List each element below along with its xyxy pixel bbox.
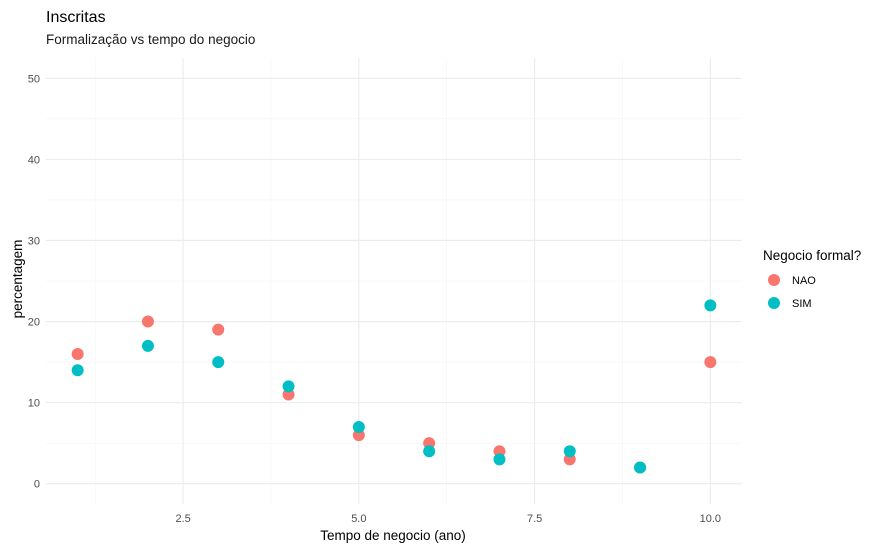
y-tick-label: 40 — [28, 154, 40, 166]
point-nao — [141, 315, 154, 328]
point-sim — [423, 445, 436, 458]
point-sim — [282, 380, 295, 393]
y-axis-title: percentagem — [10, 240, 25, 319]
point-nao — [212, 323, 225, 336]
point-sim — [141, 339, 154, 352]
chart-subtitle: Formalização vs tempo do negocio — [46, 32, 255, 47]
point-nao — [704, 356, 717, 369]
x-tick-label: 7.5 — [527, 513, 542, 525]
x-axis-ticks: 2.5 5.0 7.5 10.0 — [175, 513, 721, 525]
point-sim — [634, 461, 647, 474]
data-points — [71, 299, 717, 474]
y-tick-label: 20 — [28, 317, 40, 329]
point-sim — [493, 453, 506, 466]
point-sim — [563, 445, 576, 458]
legend-key-nao — [768, 274, 780, 286]
legend: Negocio formal? NAO SIM — [763, 248, 861, 310]
point-sim — [352, 420, 365, 433]
x-axis-title: Tempo de negocio (ano) — [320, 528, 466, 543]
y-axis-ticks: 0 10 20 30 40 50 — [28, 73, 40, 490]
legend-label-sim: SIM — [792, 298, 812, 310]
point-nao — [71, 347, 84, 360]
y-tick-label: 10 — [28, 398, 40, 410]
y-tick-label: 0 — [34, 479, 40, 491]
y-tick-label: 30 — [28, 235, 40, 247]
chart-title: Inscritas — [46, 9, 106, 26]
point-sim — [212, 356, 225, 369]
x-tick-label: 10.0 — [700, 513, 721, 525]
x-tick-label: 5.0 — [351, 513, 366, 525]
legend-title: Negocio formal? — [763, 248, 861, 263]
legend-items: NAO SIM — [768, 274, 816, 310]
legend-label-nao: NAO — [792, 275, 816, 287]
legend-key-sim — [768, 297, 780, 309]
x-tick-label: 2.5 — [175, 513, 190, 525]
grid — [46, 58, 742, 504]
point-sim — [71, 364, 84, 377]
y-tick-label: 50 — [28, 73, 40, 85]
point-sim — [704, 299, 717, 312]
